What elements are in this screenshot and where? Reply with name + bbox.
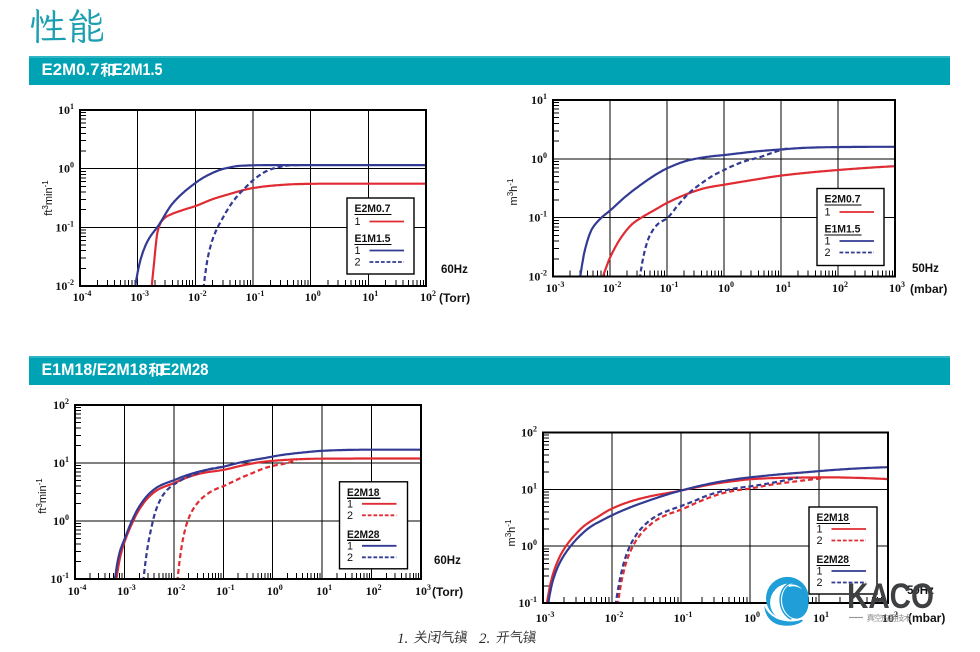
svg-text:(mbar): (mbar) xyxy=(910,282,947,296)
svg-text:E2M28: E2M28 xyxy=(817,554,850,566)
svg-text:2: 2 xyxy=(347,510,353,522)
svg-text:E2M0.7: E2M0.7 xyxy=(825,194,861,206)
svg-text:(Torr): (Torr) xyxy=(439,291,470,305)
svg-text:1: 1 xyxy=(355,245,361,257)
svg-text:(mbar): (mbar) xyxy=(908,611,945,625)
svg-text:1: 1 xyxy=(817,524,823,536)
svg-text:2: 2 xyxy=(817,577,823,589)
svg-text:E2M18: E2M18 xyxy=(817,512,850,524)
svg-text:1: 1 xyxy=(347,498,353,510)
svg-text:100: 100 xyxy=(267,583,283,598)
svg-text:2: 2 xyxy=(817,535,823,547)
svg-text:E1M1.5: E1M1.5 xyxy=(825,224,861,236)
svg-text:2: 2 xyxy=(355,257,361,269)
svg-text:E1M18/E2M18: E1M18/E2M18 xyxy=(42,361,148,379)
svg-text:101: 101 xyxy=(316,583,332,598)
svg-text:E2M0.7: E2M0.7 xyxy=(42,61,100,79)
svg-text:2.: 2. xyxy=(479,631,490,647)
svg-text:(Torr): (Torr) xyxy=(432,585,463,599)
svg-text:E2M28: E2M28 xyxy=(347,529,380,541)
svg-text:50Hz: 50Hz xyxy=(907,585,934,597)
svg-text:60Hz: 60Hz xyxy=(434,555,461,567)
svg-text:1: 1 xyxy=(825,236,831,248)
svg-text:E2M28: E2M28 xyxy=(161,361,209,379)
svg-text:KACO: KACO xyxy=(847,577,934,616)
svg-text:1.: 1. xyxy=(397,631,408,647)
svg-text:100: 100 xyxy=(305,289,321,304)
svg-text:2: 2 xyxy=(825,247,831,259)
svg-text:1: 1 xyxy=(347,540,353,552)
svg-text:1: 1 xyxy=(355,216,361,228)
svg-text:1: 1 xyxy=(825,207,831,219)
svg-text:E2M18: E2M18 xyxy=(347,487,380,499)
svg-text:E2M1.5: E2M1.5 xyxy=(113,61,163,79)
svg-text:60Hz: 60Hz xyxy=(441,264,468,276)
svg-text:101: 101 xyxy=(362,289,378,304)
svg-text:50Hz: 50Hz xyxy=(912,263,939,275)
svg-text:1: 1 xyxy=(817,566,823,578)
svg-text:E2M0.7: E2M0.7 xyxy=(355,203,391,215)
svg-text:2: 2 xyxy=(347,552,353,564)
svg-text:E1M1.5: E1M1.5 xyxy=(355,233,391,245)
svg-text:102: 102 xyxy=(366,583,382,598)
